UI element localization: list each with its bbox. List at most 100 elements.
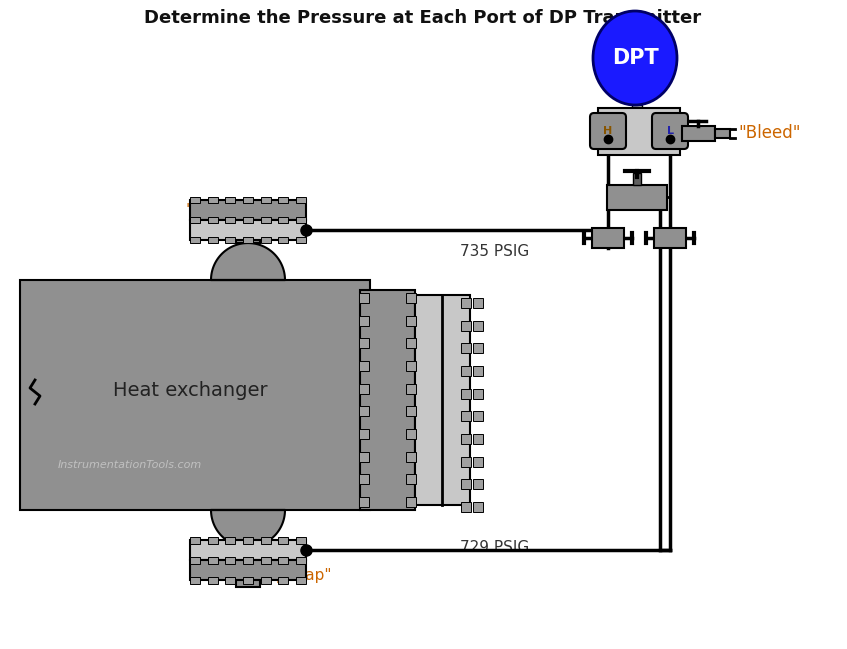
- Polygon shape: [654, 228, 686, 248]
- Polygon shape: [225, 577, 235, 584]
- Polygon shape: [20, 280, 370, 510]
- Polygon shape: [208, 577, 218, 584]
- Polygon shape: [473, 321, 483, 331]
- Polygon shape: [461, 366, 471, 376]
- Polygon shape: [406, 384, 416, 394]
- Polygon shape: [279, 197, 288, 203]
- Polygon shape: [296, 197, 306, 203]
- Text: H: H: [603, 126, 612, 136]
- FancyBboxPatch shape: [590, 113, 626, 149]
- Polygon shape: [406, 429, 416, 439]
- Polygon shape: [461, 434, 471, 444]
- Polygon shape: [359, 384, 369, 394]
- FancyBboxPatch shape: [652, 113, 688, 149]
- Text: 735 PSIG: 735 PSIG: [460, 245, 529, 260]
- Polygon shape: [461, 457, 471, 467]
- Polygon shape: [461, 343, 471, 353]
- Polygon shape: [279, 577, 288, 584]
- Text: "Flange tap": "Flange tap": [236, 554, 331, 583]
- Text: "Bleed": "Bleed": [738, 124, 800, 142]
- Polygon shape: [406, 361, 416, 371]
- Polygon shape: [296, 557, 306, 564]
- Polygon shape: [225, 197, 235, 203]
- Polygon shape: [598, 108, 680, 155]
- Polygon shape: [406, 315, 416, 326]
- Polygon shape: [261, 217, 271, 223]
- Polygon shape: [359, 338, 369, 349]
- Polygon shape: [473, 434, 483, 444]
- Polygon shape: [261, 577, 271, 584]
- Polygon shape: [190, 200, 306, 220]
- Polygon shape: [190, 557, 200, 564]
- Polygon shape: [236, 208, 260, 243]
- Polygon shape: [190, 537, 200, 544]
- Polygon shape: [406, 474, 416, 484]
- Polygon shape: [208, 217, 218, 223]
- Polygon shape: [225, 537, 235, 544]
- Polygon shape: [296, 577, 306, 584]
- Polygon shape: [406, 406, 416, 416]
- Polygon shape: [473, 457, 483, 467]
- Polygon shape: [359, 361, 369, 371]
- Polygon shape: [261, 557, 271, 564]
- Polygon shape: [243, 217, 253, 223]
- Text: L: L: [667, 126, 673, 136]
- Polygon shape: [461, 389, 471, 398]
- Text: "Flange tap": "Flange tap": [186, 203, 296, 230]
- Polygon shape: [359, 315, 369, 326]
- Polygon shape: [607, 185, 667, 210]
- Polygon shape: [190, 197, 200, 203]
- Polygon shape: [359, 293, 369, 303]
- Polygon shape: [190, 237, 200, 243]
- Text: InstrumentationTools.com: InstrumentationTools.com: [58, 460, 202, 470]
- Polygon shape: [592, 228, 624, 248]
- Polygon shape: [359, 497, 369, 507]
- Ellipse shape: [593, 11, 677, 105]
- Polygon shape: [225, 557, 235, 564]
- Polygon shape: [461, 321, 471, 331]
- Polygon shape: [359, 474, 369, 484]
- Polygon shape: [190, 220, 306, 240]
- Polygon shape: [406, 452, 416, 461]
- Polygon shape: [190, 217, 200, 223]
- Polygon shape: [211, 510, 285, 547]
- Polygon shape: [473, 480, 483, 489]
- Polygon shape: [359, 406, 369, 416]
- Polygon shape: [461, 480, 471, 489]
- Polygon shape: [243, 237, 253, 243]
- Polygon shape: [359, 452, 369, 461]
- Polygon shape: [261, 237, 271, 243]
- Polygon shape: [190, 577, 200, 584]
- Polygon shape: [261, 197, 271, 203]
- Polygon shape: [243, 557, 253, 564]
- Polygon shape: [473, 389, 483, 398]
- Polygon shape: [211, 243, 285, 280]
- Polygon shape: [360, 290, 415, 510]
- Polygon shape: [682, 126, 715, 141]
- Polygon shape: [261, 537, 271, 544]
- Polygon shape: [279, 237, 288, 243]
- Polygon shape: [279, 557, 288, 564]
- Polygon shape: [633, 173, 641, 185]
- Polygon shape: [715, 129, 730, 138]
- Polygon shape: [461, 298, 471, 308]
- Polygon shape: [406, 497, 416, 507]
- Polygon shape: [208, 197, 218, 203]
- Text: 729 PSIG: 729 PSIG: [460, 541, 529, 556]
- Polygon shape: [473, 343, 483, 353]
- Text: Determine the Pressure at Each Port of DP Transmitter: Determine the Pressure at Each Port of D…: [145, 9, 701, 27]
- Polygon shape: [473, 298, 483, 308]
- Polygon shape: [461, 502, 471, 512]
- Polygon shape: [208, 237, 218, 243]
- Polygon shape: [190, 540, 306, 560]
- Polygon shape: [632, 105, 642, 108]
- Polygon shape: [406, 338, 416, 349]
- Polygon shape: [190, 560, 306, 580]
- Polygon shape: [473, 411, 483, 421]
- Polygon shape: [359, 429, 369, 439]
- Polygon shape: [296, 217, 306, 223]
- Polygon shape: [279, 217, 288, 223]
- Polygon shape: [461, 411, 471, 421]
- Polygon shape: [296, 237, 306, 243]
- Polygon shape: [406, 293, 416, 303]
